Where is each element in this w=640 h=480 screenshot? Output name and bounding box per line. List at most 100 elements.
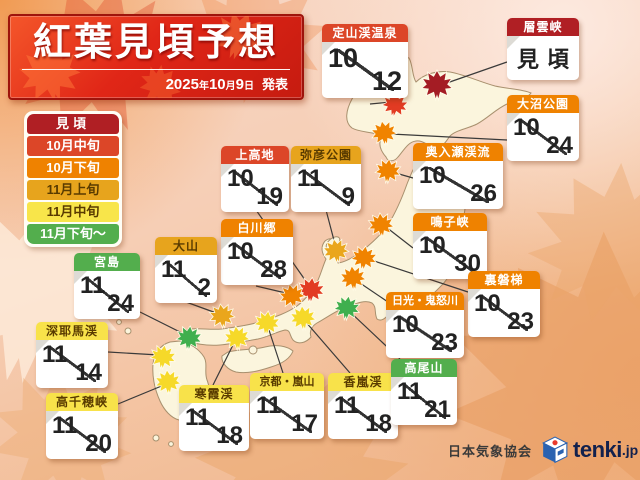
spot-name: 深耶馬渓 [36,322,108,340]
spot-card-naruko-gorge: 鳴子峡 10 30 [413,213,487,279]
date-slash [190,408,238,446]
fold-corner [391,377,404,390]
spot-card-miyajima: 宮島 11 24 [74,253,140,319]
spot-card-sounkyo: 層雲峡 見頃 [507,18,579,80]
spot-date: 11 2 [155,255,217,303]
spot-card-kyoto-arashiyama: 京都・嵐山 11 17 [250,373,324,439]
spot-name: 日光・鬼怒川 [386,292,464,310]
legend-item-nov-mid: 11月中旬 [27,202,119,222]
fold-corner [221,164,234,177]
fold-corner [36,340,49,353]
date-slash [231,169,279,207]
spot-card-yahiko-park: 弥彦公園 11 9 [291,146,361,212]
page-title: 紅葉見頃予想 [32,22,279,64]
fold-corner [221,237,234,250]
fold-corner [291,164,304,177]
fold-corner [74,271,87,284]
spot-name: 鳴子峡 [413,213,487,231]
spot-card-takachiho-gorge: 高千穂峡 11 20 [46,393,118,459]
spot-card-shirakawa-go: 白川郷 10 28 [221,219,293,285]
spot-date: 10 24 [507,113,579,161]
fold-corner [250,391,263,404]
spot-name: 裏磐梯 [468,271,540,289]
spot-date: 10 19 [221,164,289,212]
fold-corner [179,403,192,416]
organization-name: 日本気象協会 [448,443,533,459]
spot-card-urabandai: 裏磐梯 10 23 [468,271,540,337]
fold-corner [468,289,481,302]
spot-date: 10 23 [468,289,540,337]
legend-item-migoro: 見頃 [27,114,119,134]
tenki-cube-icon [542,436,569,464]
spot-name: 奥入瀬渓流 [413,143,503,161]
spot-name: 弥彦公園 [291,146,361,164]
spot-date: 11 17 [250,391,324,439]
legend: 見頃 10月中旬 10月下旬 11月上旬 11月中旬 11月下旬～ [24,111,122,247]
spot-name: 定山渓温泉 [322,24,408,42]
date-slash [398,315,452,353]
spot-card-kankakei: 寒霞渓 11 18 [179,385,249,451]
announcement-date: 2025年10月9日 発表 [165,76,288,93]
spot-date: 11 18 [328,391,398,439]
maple-leaf-icon [373,157,403,185]
fold-corner [413,161,426,174]
spot-card-oirase-stream: 奥入瀬渓流 10 26 [413,143,503,209]
spot-name: 大山 [155,237,217,255]
spot-date: 10 23 [386,310,464,358]
spot-card-shin-yabakei: 深耶馬渓 11 14 [36,322,108,388]
maple-leaf-icon [207,301,237,331]
spot-date: 10 26 [413,161,503,209]
spot-date: 10 12 [322,42,408,98]
date-slash [335,48,395,92]
legend-item-nov-early: 11月上旬 [27,180,119,200]
fold-corner [328,391,341,404]
brand-suffix: .jp [621,442,639,458]
spot-date: 10 28 [221,237,293,285]
footer-credit: 日本気象協会 tenki .jp [448,435,638,465]
spot-card-daisen: 大山 11 2 [155,237,217,303]
title-banner: 紅葉見頃予想 2025年10月9日 発表 [8,14,304,100]
spot-name: 宮島 [74,253,140,271]
date-slash [424,236,476,274]
spot-name: 大沼公園 [507,95,579,113]
legend-item-oct-late: 10月下旬 [27,158,119,178]
fold-corner [46,411,59,424]
date-slash [164,260,208,298]
fold-corner [413,231,426,244]
spot-date: 11 20 [46,411,118,459]
spot-card-jozankei-onsen: 定山渓温泉 10 12 [322,24,408,98]
brand-name: tenki [573,437,622,462]
spot-date: 11 18 [179,403,249,451]
date-slash [57,416,107,454]
legend-item-oct-mid: 10月中旬 [27,136,119,156]
spot-card-onuma-park: 大沼公園 10 24 [507,95,579,161]
date-slash [47,345,97,383]
date-slash [261,396,313,434]
spot-name: 高尾山 [391,359,457,377]
fold-corner [155,255,168,268]
spot-card-takao-san: 高尾山 11 21 [391,359,457,425]
date-slash [401,382,447,420]
fold-corner [386,310,399,323]
spot-card-kamikochi: 上高地 10 19 [221,146,289,212]
date-slash [232,242,282,280]
spot-card-korankei: 香嵐渓 11 18 [328,373,398,439]
spot-status: 見頃 [507,36,579,80]
banner-divider [22,69,290,70]
spot-name: 高千穂峡 [46,393,118,411]
spot-name: 上高地 [221,146,289,164]
spot-name: 香嵐渓 [328,373,398,391]
legend-item-nov-late: 11月下旬～ [27,224,119,244]
spot-name: 京都・嵐山 [250,373,324,391]
spot-date: 11 21 [391,377,457,425]
date-slash [479,294,529,332]
spot-date: 11 14 [36,340,108,388]
date-slash [84,276,130,314]
spot-name: 寒霞渓 [179,385,249,403]
spot-name: 白川郷 [221,219,293,237]
date-slash [339,396,387,434]
fold-corner [507,113,520,126]
date-slash [427,166,489,204]
spot-name: 層雲峡 [507,18,579,36]
